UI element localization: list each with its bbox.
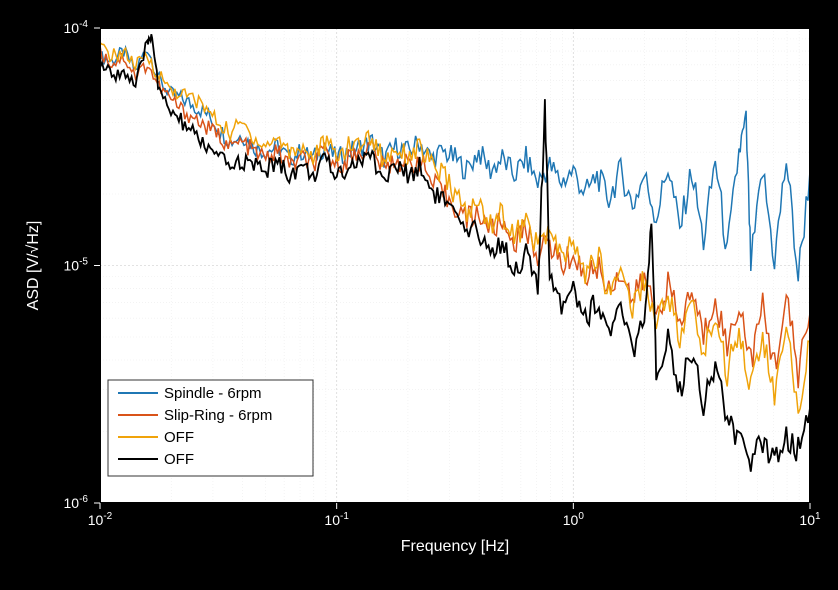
legend: Spindle - 6rpm Slip-Ring - 6rpm OFF OFF (108, 380, 313, 476)
asd-chart: 10-210-110010110-610-510-4Frequency [Hz]… (0, 0, 838, 590)
x-axis-label: Frequency [Hz] (401, 538, 509, 555)
y-axis-label: ASD [V/√Hz] (25, 221, 42, 311)
legend-label: OFF (164, 429, 194, 446)
legend-label: OFF (164, 451, 194, 468)
legend-label: Spindle - 6rpm (164, 385, 262, 402)
legend-label: Slip-Ring - 6rpm (164, 407, 272, 424)
